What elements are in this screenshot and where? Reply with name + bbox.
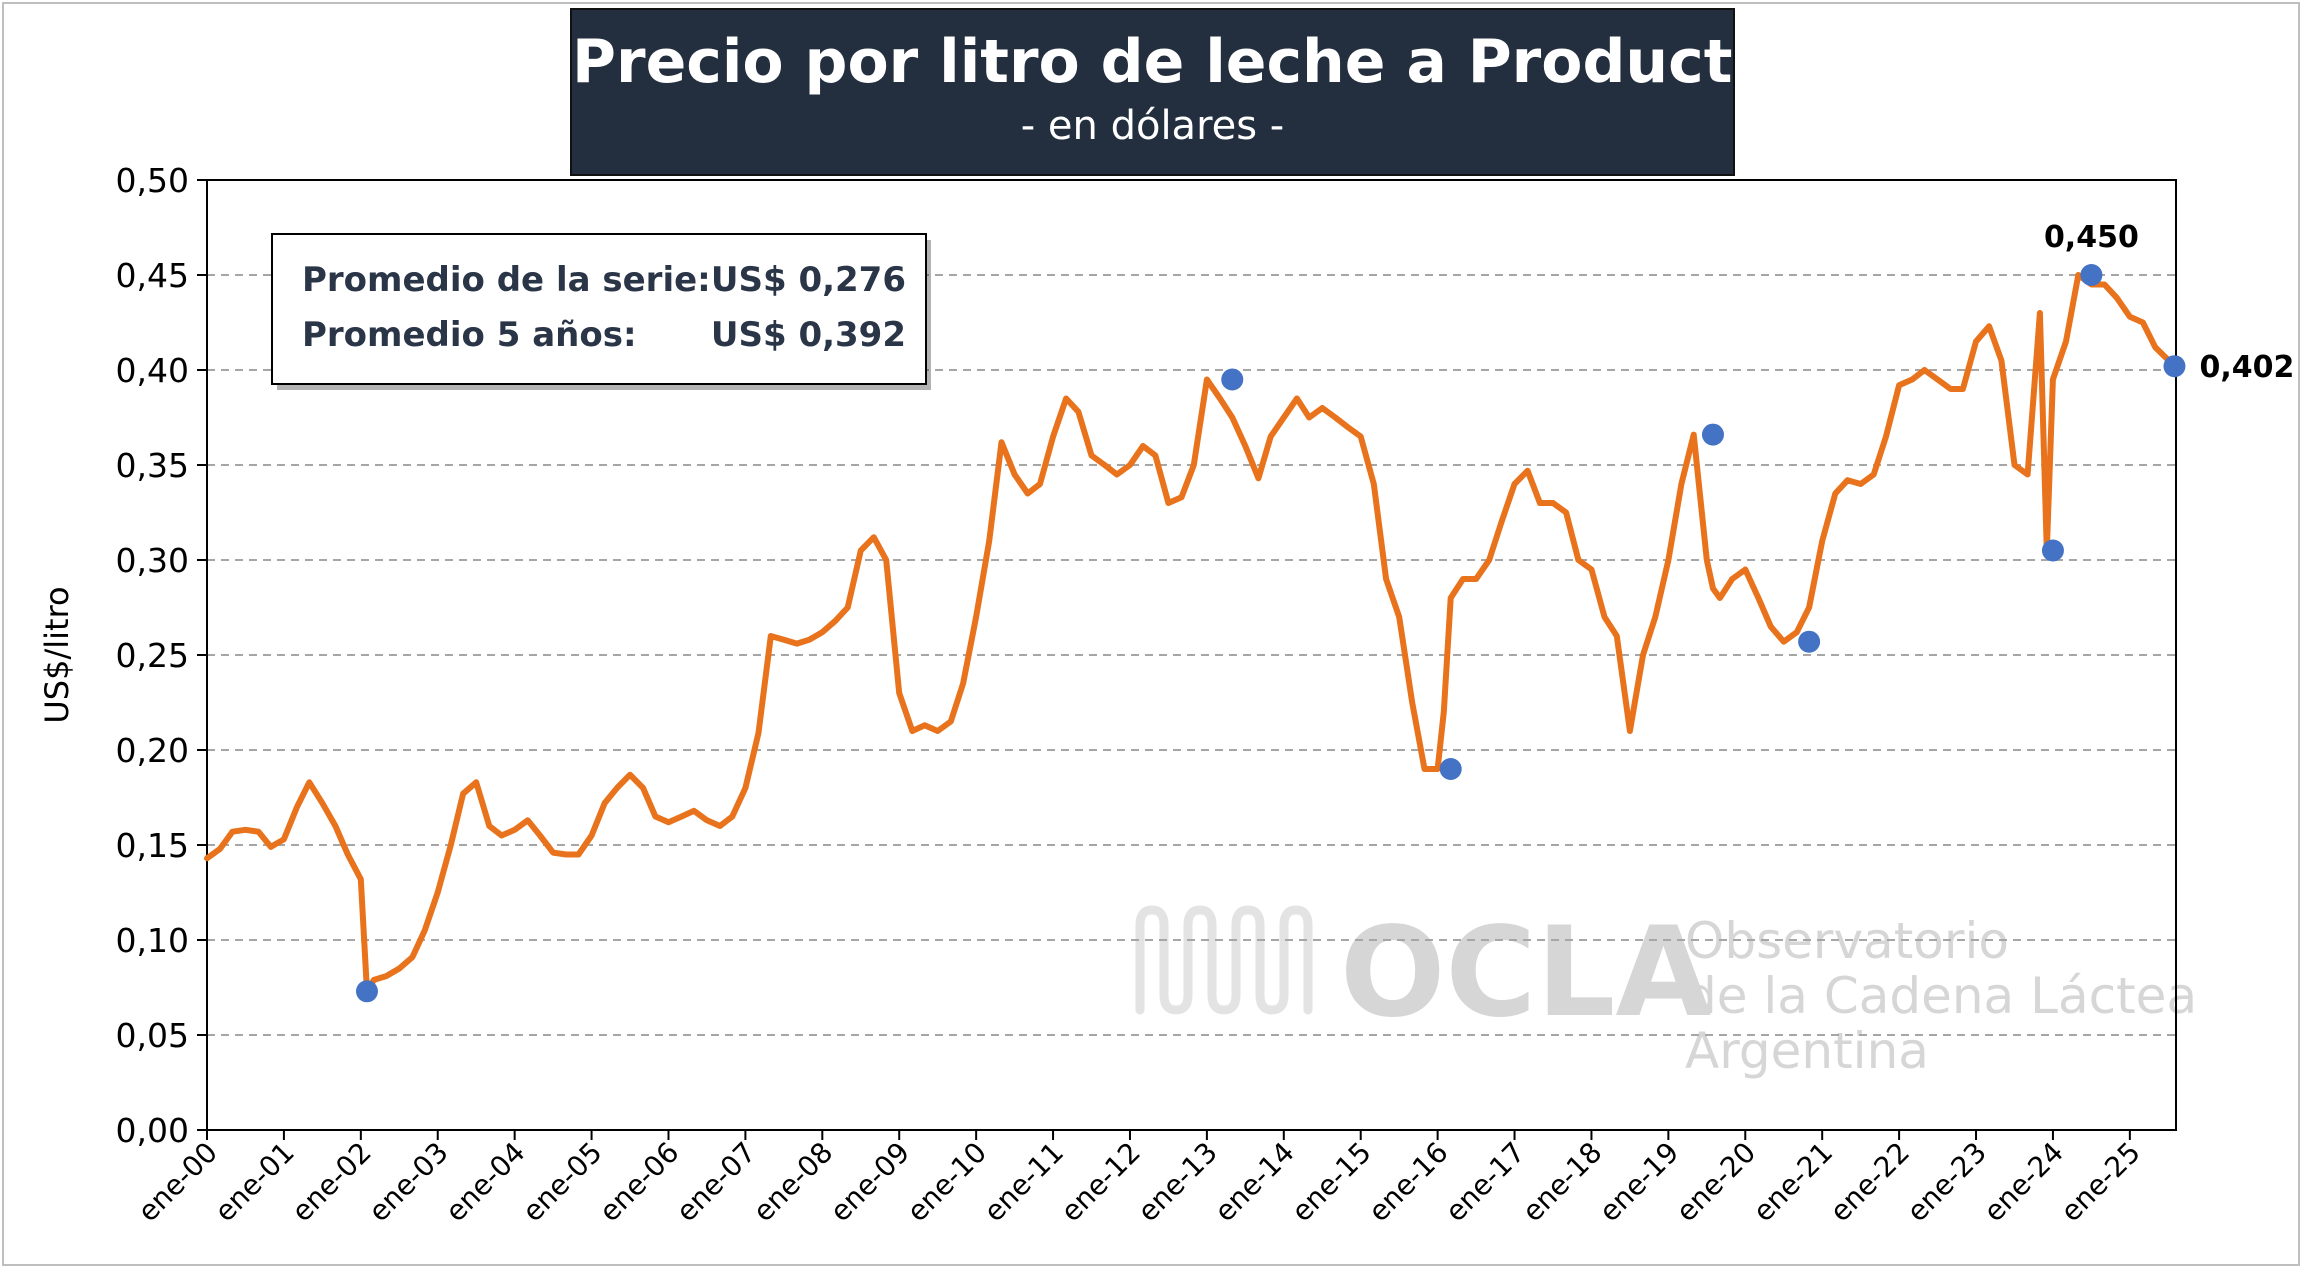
highlight-point: [2163, 355, 2186, 378]
chart-subtitle: - en dólares -: [1020, 103, 1285, 149]
annotations-layer: 0,450 0,402: [2044, 220, 2294, 385]
chart-title: Precio por litro de leche a Productor: [572, 27, 1804, 97]
summary-box: Promedio de la serie: US$ 0,276 Promedio…: [271, 233, 931, 390]
series-layer: [204, 272, 2178, 995]
x-tick-label: ene-08: [747, 1136, 840, 1229]
y-tick-label: 0,25: [116, 636, 189, 675]
x-tick-label: ene-21: [1747, 1136, 1840, 1229]
x-tick-label: ene-18: [1516, 1136, 1609, 1229]
y-tick-label: 0,50: [116, 161, 189, 200]
watermark-line-2: de la Cadena Láctea: [1685, 967, 2197, 1025]
highlight-point: [1701, 423, 1724, 446]
y-tick-label: 0,20: [116, 731, 189, 770]
x-tick-label: ene-24: [1977, 1136, 2070, 1229]
highlight-point: [2080, 264, 2103, 286]
x-tick-label: ene-14: [1208, 1136, 1301, 1229]
highlight-point: [2041, 539, 2064, 562]
x-tick-label: ene-13: [1131, 1136, 1224, 1229]
x-tick-label: ene-06: [593, 1136, 686, 1229]
data-label: 0,450: [2044, 220, 2139, 255]
y-tick-label: 0,10: [116, 921, 189, 960]
ocla-logo-icon: [1135, 905, 1313, 1015]
summary-box-background: [271, 233, 927, 385]
summary-avg-series-value: US$ 0,276: [711, 260, 906, 300]
x-tick-label: ene-02: [285, 1136, 378, 1229]
x-tick-label: ene-12: [1054, 1136, 1147, 1229]
markers-layer: [355, 264, 2186, 1003]
y-tick-label: 0,15: [116, 826, 189, 865]
x-tick-label: ene-01: [208, 1136, 301, 1229]
y-axis-ticks: 0,00 0,05 0,10 0,15 0,20 0,25 0,30 0,35 0,40 0,45…: [116, 161, 207, 1150]
x-tick-label: ene-22: [1823, 1136, 1916, 1229]
ocla-watermark: OCLA Observatorio de la Cadena Láctea Ar…: [1135, 901, 2197, 1080]
x-tick-label: ene-16: [1362, 1136, 1455, 1229]
y-axis-label: US$/litro: [38, 586, 76, 723]
x-tick-label: ene-20: [1670, 1136, 1763, 1229]
x-tick-label: ene-17: [1439, 1136, 1532, 1229]
watermark-line-3: Argentina: [1685, 1022, 1929, 1080]
watermark-logo-text: OCLA: [1340, 901, 1711, 1045]
y-tick-label: 0,40: [116, 351, 189, 390]
highlight-point: [1439, 758, 1462, 780]
x-axis-ticks: ene-00ene-01ene-02ene-03ene-04ene-05ene-…: [131, 1130, 2147, 1229]
summary-avg-5y-value: US$ 0,392: [711, 315, 906, 355]
x-tick-label: ene-04: [439, 1136, 532, 1229]
x-tick-label: ene-10: [901, 1136, 994, 1229]
x-tick-label: ene-25: [2054, 1136, 2147, 1229]
x-tick-label: ene-11: [977, 1136, 1070, 1229]
y-tick-label: 0,00: [116, 1111, 189, 1150]
highlight-point: [355, 980, 378, 1003]
x-tick-label: ene-05: [516, 1136, 609, 1229]
y-tick-label: 0,35: [116, 446, 189, 485]
x-tick-label: ene-07: [670, 1136, 763, 1229]
x-tick-label: ene-03: [362, 1136, 455, 1229]
data-label: 0,402: [2199, 350, 2294, 385]
x-tick-label: ene-23: [1900, 1136, 1993, 1229]
y-tick-label: 0,45: [116, 256, 189, 295]
x-tick-label: ene-15: [1285, 1136, 1378, 1229]
summary-avg-series-label: Promedio de la serie:: [302, 260, 711, 300]
price-series-line: [204, 272, 2178, 995]
y-tick-label: 0,30: [116, 541, 189, 580]
x-tick-label: ene-19: [1593, 1136, 1686, 1229]
summary-avg-5y-label: Promedio 5 años:: [302, 315, 637, 355]
x-tick-label: ene-09: [824, 1136, 917, 1229]
highlight-point: [1798, 630, 1821, 653]
title-box: Precio por litro de leche a Productor - …: [570, 8, 1804, 176]
highlight-point: [1221, 368, 1244, 391]
y-tick-label: 0,05: [116, 1016, 189, 1055]
